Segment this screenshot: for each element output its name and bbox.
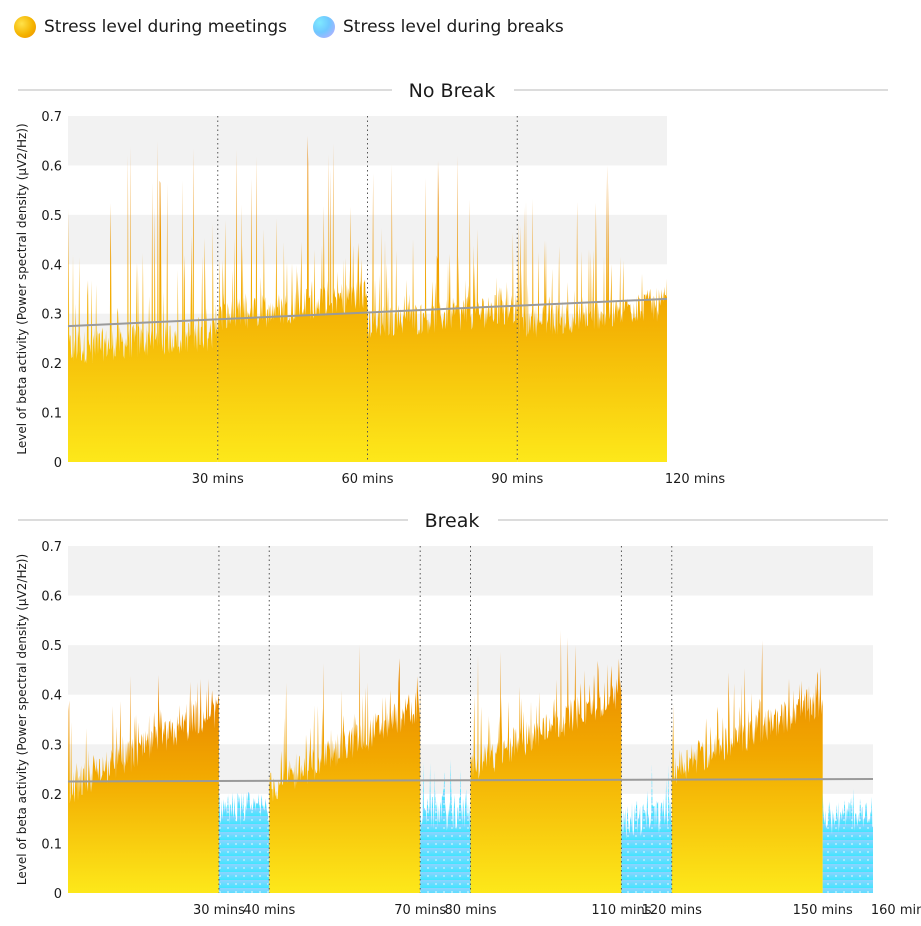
x-tick-label: 60 mins (342, 472, 394, 487)
x-tick-label: 40 mins (243, 903, 295, 918)
x-tick-label: 90 mins (491, 472, 543, 487)
y-axis-label: Level of beta activity (Power spectral d… (15, 554, 29, 885)
chart-panel-0: No Break 0 0.1 0.2 0.3 0.4 0.5 0.6 0.7 Level of b… (15, 80, 888, 487)
grid-band (68, 546, 873, 596)
breaks-swatch-icon (313, 16, 336, 38)
y-tick-label: 0.1 (41, 407, 62, 422)
y-tick-label: 0 (54, 456, 62, 471)
chart-title: Break (425, 510, 480, 532)
meetings-swatch-icon (14, 16, 36, 38)
trend-line (67, 297, 668, 328)
legend-item-breaks: Stress level during breaks (313, 16, 564, 38)
y-tick-label: 0.3 (41, 308, 62, 323)
y-tick-label: 0.3 (41, 738, 62, 753)
y-tick-label: 0.5 (41, 209, 62, 224)
legend-label-breaks: Stress level during breaks (343, 17, 564, 37)
y-tick-label: 0.7 (41, 540, 62, 555)
x-tick-label: 110 mins (591, 903, 651, 918)
x-tick-label: 120 mins (642, 903, 702, 918)
x-tick-label: 30 mins (192, 472, 244, 487)
y-tick-label: 0.6 (41, 590, 62, 605)
x-tick-label: 80 mins (445, 903, 497, 918)
x-tick-label: 70 mins (394, 903, 446, 918)
grid-band (68, 645, 873, 695)
y-tick-label: 0.2 (41, 788, 62, 803)
chart-title: No Break (409, 80, 496, 102)
y-tick-label: 0.6 (41, 159, 62, 174)
y-axis-label: Level of beta activity (Power spectral d… (15, 123, 29, 454)
y-tick-label: 0.4 (41, 258, 62, 273)
x-tick-label: 120 mins (665, 472, 725, 487)
legend-item-meetings: Stress level during meetings (14, 16, 287, 38)
meeting-segment (367, 155, 518, 462)
y-tick-label: 0.7 (41, 110, 62, 125)
y-tick-label: 0.4 (41, 689, 62, 704)
meeting-segment (68, 140, 218, 462)
legend: Stress level during meetings Stress leve… (14, 16, 564, 38)
x-tick-label: 160 mins (871, 903, 921, 918)
break-segment (822, 788, 873, 893)
meeting-segment (217, 135, 368, 463)
meeting-segment (517, 165, 667, 462)
break-segment (621, 764, 672, 893)
trend-line (67, 777, 874, 783)
meeting-segment (269, 645, 421, 893)
break-segment (218, 791, 270, 893)
y-tick-label: 0.1 (41, 837, 62, 852)
break-segment (420, 759, 471, 893)
y-tick-label: 0 (54, 887, 62, 902)
meeting-segment (470, 630, 622, 893)
chart-panel-1: Break 0 0.1 0.2 0.3 0.4 0.5 0.6 0.7 Level of beta… (15, 510, 921, 918)
y-tick-label: 0.2 (41, 357, 62, 372)
x-tick-label: 30 mins (193, 903, 245, 918)
meeting-segment (671, 640, 823, 893)
y-tick-label: 0.5 (41, 639, 62, 654)
legend-label-meetings: Stress level during meetings (44, 17, 288, 37)
x-tick-label: 150 mins (793, 903, 853, 918)
meeting-segment (68, 674, 219, 893)
